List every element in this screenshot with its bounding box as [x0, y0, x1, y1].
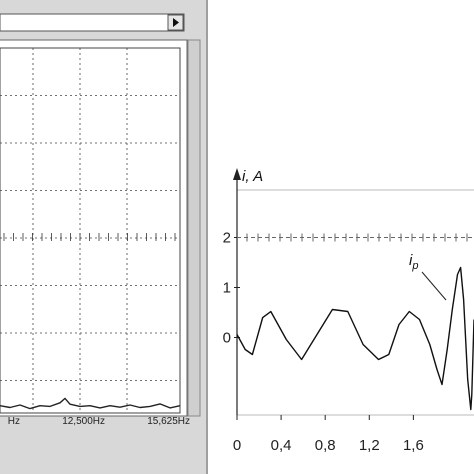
- x-tick-label: 0,8: [315, 437, 336, 454]
- annotation-arrow: [421, 271, 447, 301]
- scroll-field: [0, 13, 185, 32]
- y-tick-label: 2: [223, 230, 231, 247]
- y-tick-label: 0: [223, 330, 231, 347]
- x-tick-label: 1,6: [403, 437, 424, 454]
- x-tick-label: Hz: [8, 416, 20, 427]
- side-bar: [187, 39, 201, 417]
- x-tick-label: 0: [233, 437, 241, 454]
- y-tick-label: 1: [223, 280, 231, 297]
- annotation-main: i: [409, 252, 413, 269]
- x-tick-label: 1,2: [359, 437, 380, 454]
- plot-area: [0, 47, 181, 414]
- data-line: [236, 266, 474, 411]
- data-line: [0, 397, 181, 410]
- y-axis-arrow: [233, 168, 241, 180]
- annotation-text: ip: [409, 252, 418, 272]
- x-tick-label: 12,500Hz: [62, 416, 105, 427]
- x-tick-label: 0,4: [271, 437, 292, 454]
- y-axis-label: i, A: [242, 168, 263, 185]
- scroll-arrow: [173, 18, 179, 27]
- annotation: ip: [409, 252, 447, 301]
- x-tick-label: 15,625Hz: [147, 416, 190, 427]
- annotation-sub: p: [411, 260, 418, 272]
